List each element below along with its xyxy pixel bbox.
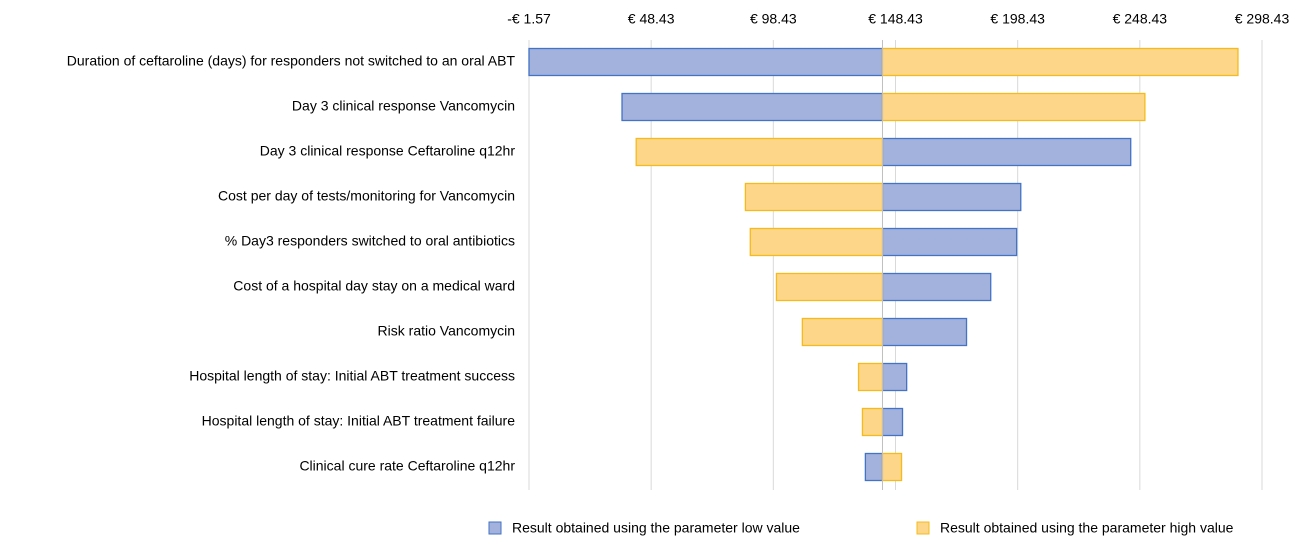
bar — [881, 317, 968, 347]
bar — [881, 137, 1132, 167]
x-tick-label: € 48.43 — [628, 11, 675, 27]
x-tick-label: € 98.43 — [750, 11, 797, 27]
x-tick-label: € 298.43 — [1235, 11, 1290, 27]
bar — [801, 317, 884, 347]
bar — [749, 227, 884, 257]
category-label: Day 3 clinical response Vancomycin — [292, 98, 515, 114]
bar — [881, 452, 903, 482]
bar — [881, 182, 1022, 212]
bar — [744, 182, 884, 212]
category-label: Duration of ceftaroline (days) for respo… — [67, 53, 516, 69]
category-label: Hospital length of stay: Initial ABT tre… — [202, 413, 516, 429]
category-label: Day 3 clinical response Ceftaroline q12h… — [260, 143, 516, 159]
bar — [528, 47, 884, 77]
category-label: Cost of a hospital day stay on a medical… — [233, 278, 515, 294]
legend-label: Result obtained using the parameter high… — [940, 520, 1234, 536]
category-label: Risk ratio Vancomycin — [378, 323, 515, 339]
x-tick-label: -€ 1.57 — [507, 11, 551, 27]
category-label: Clinical cure rate Ceftaroline q12hr — [299, 458, 515, 474]
x-tick-label: € 198.43 — [990, 11, 1045, 27]
bar — [881, 272, 992, 302]
category-label: Hospital length of stay: Initial ABT tre… — [189, 368, 515, 384]
bar — [857, 362, 884, 392]
bar — [775, 272, 884, 302]
legend-swatch — [488, 521, 502, 535]
legend-swatch — [916, 521, 930, 535]
x-tick-label: € 148.43 — [868, 11, 923, 27]
bar — [881, 362, 908, 392]
category-label: Cost per day of tests/monitoring for Van… — [218, 188, 515, 204]
x-tick-label: € 248.43 — [1113, 11, 1168, 27]
bar — [881, 92, 1146, 122]
bar — [635, 137, 884, 167]
bar — [864, 452, 884, 482]
bar — [881, 47, 1239, 77]
legend-label: Result obtained using the parameter low … — [512, 520, 800, 536]
bar — [881, 407, 904, 437]
bar — [861, 407, 884, 437]
bar — [621, 92, 884, 122]
bar — [881, 227, 1018, 257]
category-label: % Day3 responders switched to oral antib… — [225, 233, 515, 249]
